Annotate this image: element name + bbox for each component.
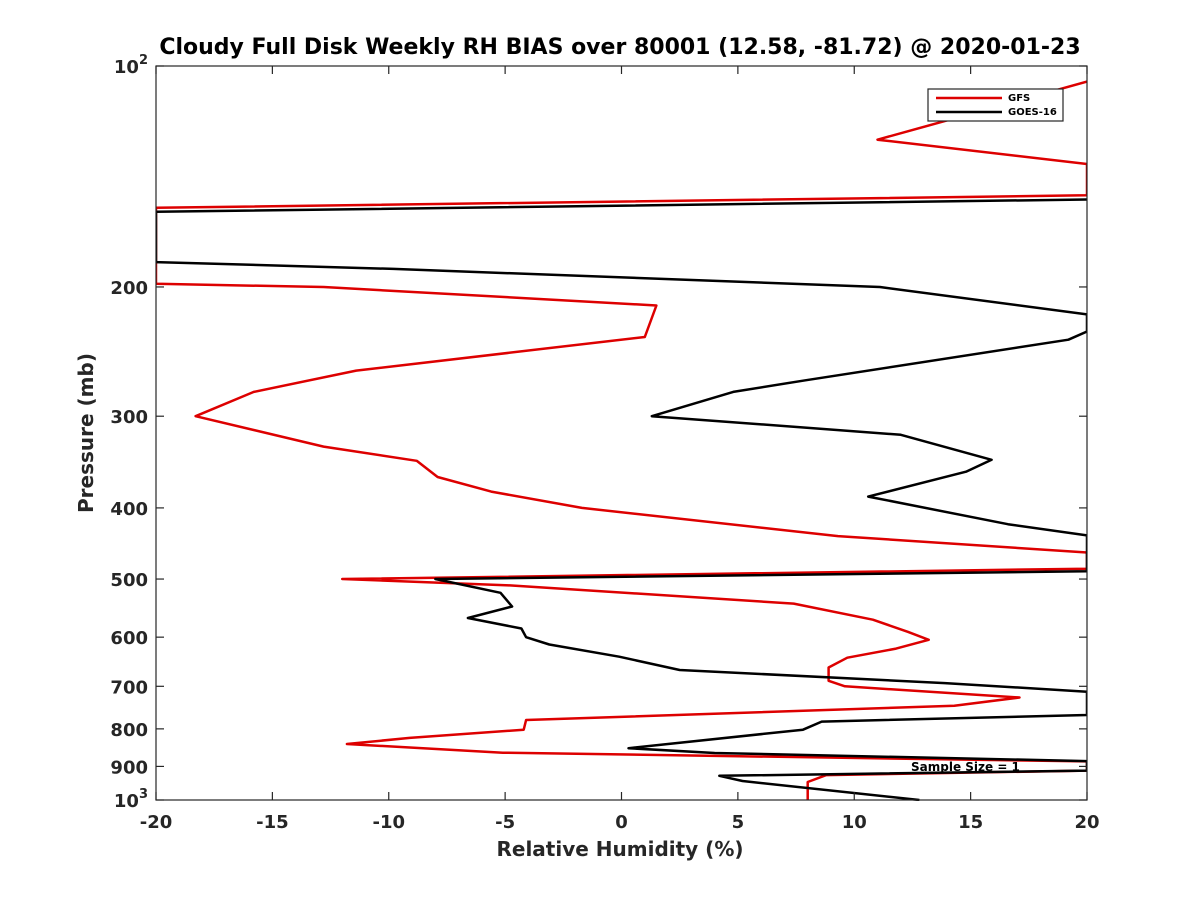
y-tick-label: 102 [114,53,148,78]
x-tick-label: 10 [842,812,867,833]
x-tick-label: -5 [495,812,515,833]
y-axis-label: Pressure (mb) [74,353,98,513]
y-tick-label: 600 [110,628,148,649]
sample-size-annotation: Sample Size = 1 [911,760,1020,774]
y-tick-label: 800 [110,720,148,741]
x-tick-label: -10 [372,812,405,833]
y-tick-label: 200 [110,278,148,299]
x-tick-label: -20 [140,812,173,833]
legend-label-gfs: GFS [1008,93,1030,104]
plot-area [155,65,1088,801]
y-tick-label: 700 [110,677,148,698]
y-axis: 102 200 300 400 500 600 700 800 900 103 [110,53,1087,812]
legend-box [927,88,1064,122]
series-line-goes16 [156,198,1087,801]
chart-title: Cloudy Full Disk Weekly RH BIAS over 800… [159,35,1080,60]
legend: GFS GOES-16 [927,88,1064,122]
legend-label-goes16: GOES-16 [1008,107,1057,118]
y-tick-label: 300 [110,407,148,428]
x-tick-label: 0 [615,812,628,833]
y-tick-label: 900 [110,757,148,778]
x-tick-label: 20 [1074,812,1099,833]
x-tick-label: 15 [958,812,983,833]
y-tick-label: 500 [110,570,148,591]
x-tick-label: -15 [256,812,289,833]
x-axis-label: Relative Humidity (%) [496,837,743,861]
x-axis: -20 -15 -10 -5 0 5 10 15 20 [140,66,1100,833]
series-lines [156,80,1087,801]
y-tick-label: 400 [110,499,148,520]
series-line-gfs [156,80,1087,800]
y-tick-label: 103 [114,787,148,812]
x-tick-label: 5 [732,812,745,833]
